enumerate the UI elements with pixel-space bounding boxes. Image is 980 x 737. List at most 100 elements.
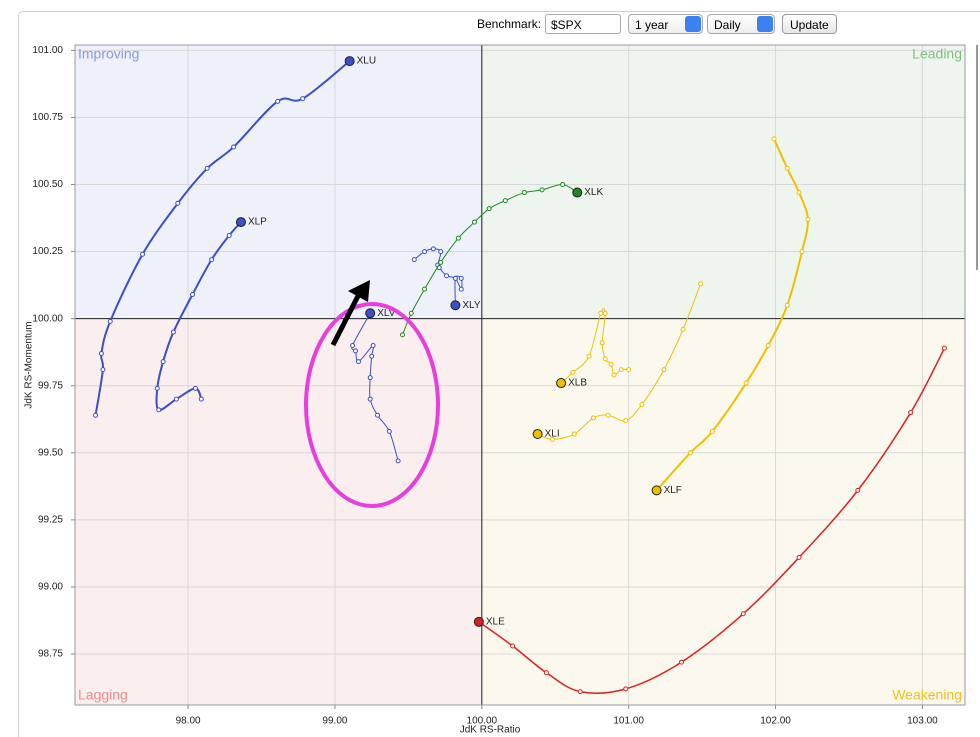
x-tick-label: 99.00 <box>322 716 347 727</box>
x-tick-label: 102.00 <box>760 716 791 727</box>
y-tick-label: 100.50 <box>32 179 63 190</box>
trail-point <box>680 326 686 332</box>
trail-point <box>626 367 632 373</box>
y-tick-label: 99.50 <box>38 447 63 458</box>
trail-point <box>796 554 802 560</box>
trail-point <box>107 318 113 324</box>
x-tick-label: 101.00 <box>613 716 644 727</box>
trail-point <box>400 332 406 338</box>
trail-point <box>623 686 629 692</box>
trail-point <box>204 165 210 171</box>
trail-point <box>98 351 104 357</box>
trail-point <box>430 246 436 252</box>
trail-point <box>549 436 555 442</box>
head-point <box>532 429 543 440</box>
trail-point <box>226 232 232 238</box>
quadrant-bg <box>481 318 965 705</box>
trail-point <box>486 206 492 212</box>
trail-point <box>639 402 645 408</box>
trail-point <box>369 353 375 359</box>
trail-point <box>687 450 693 456</box>
quadrant-label: Lagging <box>78 687 128 703</box>
trail-point <box>539 187 545 193</box>
trail-point <box>100 367 106 373</box>
benchmark-input[interactable]: $SPX <box>545 14 621 34</box>
plot-area: 98.00 99.00 100.00 101.00 102.00 103.00 98.75 9… <box>24 44 966 736</box>
trail-point <box>367 375 373 381</box>
trail-point <box>602 310 608 316</box>
trail-point <box>598 310 604 316</box>
series-label: XLE <box>486 616 505 627</box>
x-tick-label: 103.00 <box>907 716 938 727</box>
series-label: XLI <box>545 429 560 440</box>
series-label: XLK <box>584 187 603 198</box>
trail-point <box>198 396 204 402</box>
trail-point <box>438 249 444 255</box>
benchmark-label: Benchmark: <box>477 17 542 31</box>
trail-point <box>170 329 176 335</box>
trail-point <box>458 275 464 281</box>
trail-point <box>510 643 516 649</box>
head-point <box>651 485 662 496</box>
trail-point <box>140 251 146 257</box>
trail-point <box>300 96 306 102</box>
trail-point <box>743 380 749 386</box>
update-button[interactable]: Update <box>782 14 837 34</box>
x-tick-label: 100.00 <box>467 716 498 727</box>
trail-point <box>209 257 215 263</box>
trail-point <box>571 431 577 437</box>
trail-point <box>543 670 549 676</box>
trail-point <box>367 396 373 402</box>
trail-point <box>408 310 414 316</box>
quadrant-label: Weakening <box>892 687 962 703</box>
trail-point <box>602 356 608 362</box>
head-point <box>450 300 461 311</box>
trail-point <box>941 345 947 351</box>
trail-point <box>502 198 508 204</box>
trail-point <box>422 286 428 292</box>
trail-point <box>765 342 771 348</box>
trail-point <box>577 689 583 695</box>
trail-point <box>805 216 811 222</box>
highlight-ellipse <box>304 302 440 508</box>
x-axis-title: JdK RS-Ratio <box>460 725 521 736</box>
trail-point <box>275 98 281 104</box>
trail-point <box>855 487 861 493</box>
trail-point <box>471 219 477 225</box>
trail-point <box>355 359 361 365</box>
trail-point <box>661 367 667 373</box>
trail-point <box>599 340 605 346</box>
y-tick-label: 100.25 <box>32 246 63 257</box>
trail-point <box>156 407 162 413</box>
trail-point <box>173 396 179 402</box>
trail-line <box>478 347 946 694</box>
trail-line <box>537 283 702 440</box>
head-point <box>572 187 583 198</box>
y-tick-label: 100.75 <box>32 112 63 123</box>
trail-point <box>799 249 805 255</box>
quadrant-bg <box>75 318 482 705</box>
series-label: XLV <box>377 308 395 319</box>
trail-point <box>452 275 458 281</box>
head-point <box>344 56 355 67</box>
trail-point <box>618 367 624 373</box>
trail-point <box>784 302 790 308</box>
trail-point <box>160 359 166 365</box>
head-point <box>365 308 376 319</box>
trail-point <box>395 458 401 464</box>
trail-point <box>375 412 381 418</box>
trail-point <box>386 428 392 434</box>
trail-point <box>154 385 160 391</box>
period-select[interactable]: 1 year <box>628 14 703 34</box>
trail-point <box>560 182 566 188</box>
trail-point <box>231 144 237 150</box>
trail-point <box>784 165 790 171</box>
trail-point <box>570 369 576 375</box>
frequency-select[interactable]: Daily <box>707 14 775 34</box>
annotation-arrowhead <box>348 280 370 302</box>
trail-point <box>623 418 629 424</box>
trail-point <box>521 190 527 196</box>
series-label: XLF <box>664 485 682 496</box>
